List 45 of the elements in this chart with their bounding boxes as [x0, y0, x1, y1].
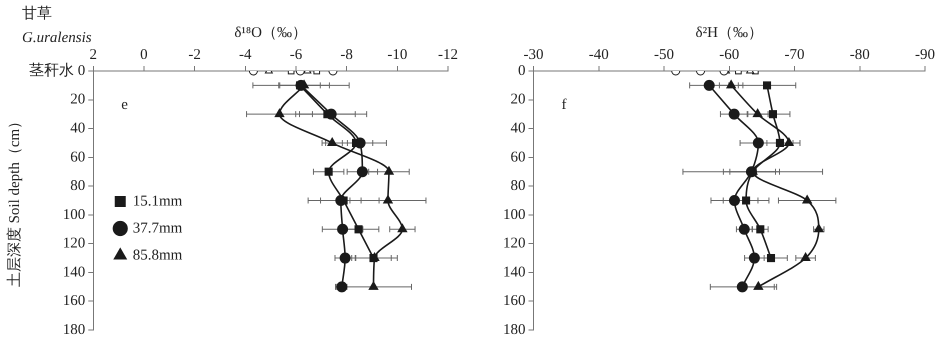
y-tick-label: 茎秆水 0: [29, 62, 86, 79]
x-tick-label: 2: [90, 46, 97, 63]
y-tick-label: 120: [62, 236, 86, 252]
x-axis-title: δ²H（‰）: [696, 24, 763, 41]
x-tick-label: -8: [340, 46, 353, 63]
x-tick-label: -12: [438, 46, 458, 63]
x-tick-label: -6: [290, 46, 303, 63]
legend-label: 15.1mm: [132, 193, 183, 210]
y-tick-label: 180: [503, 322, 526, 338]
y-tick-label: 140: [62, 264, 86, 280]
y-tick-label: 80: [70, 178, 86, 194]
x-tick-label: -10: [387, 46, 408, 63]
y-tick-label: 40: [70, 120, 86, 136]
y-tick-label: 140: [503, 264, 526, 280]
y-tick-label: 20: [510, 92, 526, 108]
y-tick-label: 180: [62, 322, 86, 338]
y-tick-label: 100: [62, 206, 86, 223]
x-tick-label: -4: [239, 46, 252, 63]
legend-label: 85.8mm: [132, 247, 183, 264]
y-tick-label: 0: [518, 62, 526, 79]
x-tick-label: -80: [850, 46, 870, 63]
annotation: e: [121, 97, 128, 114]
y-tick-label: 160: [62, 293, 86, 310]
y-tick-label: 100: [503, 206, 526, 223]
x-tick-label: -30: [524, 46, 544, 63]
y-tick-label: 60: [70, 149, 86, 166]
chart-title: 甘草: [22, 4, 52, 23]
x-axis-title: δ¹⁸O（‰）: [234, 24, 307, 41]
y-axis-title: 土层深度 Soil depth（cm）: [6, 114, 23, 288]
annotation: f: [562, 97, 566, 114]
x-tick-label: -90: [915, 46, 935, 63]
x-tick-label: -50: [654, 46, 674, 63]
y-tick-label: 60: [510, 149, 526, 166]
y-tick-label: 20: [70, 92, 86, 108]
y-tick-label: 120: [503, 236, 526, 252]
y-tick-label: 40: [510, 120, 526, 136]
x-tick-label: -2: [188, 46, 201, 63]
y-tick-label: 80: [510, 178, 526, 194]
x-tick-label: 0: [140, 46, 148, 63]
chart-subtitle: G.uralensis: [22, 30, 92, 47]
y-tick-label: 160: [503, 293, 526, 310]
x-tick-label: -40: [588, 46, 609, 63]
legend-label: 37.7mm: [132, 220, 183, 236]
x-tick-label: -70: [784, 46, 804, 63]
x-tick-label: -60: [719, 46, 740, 63]
